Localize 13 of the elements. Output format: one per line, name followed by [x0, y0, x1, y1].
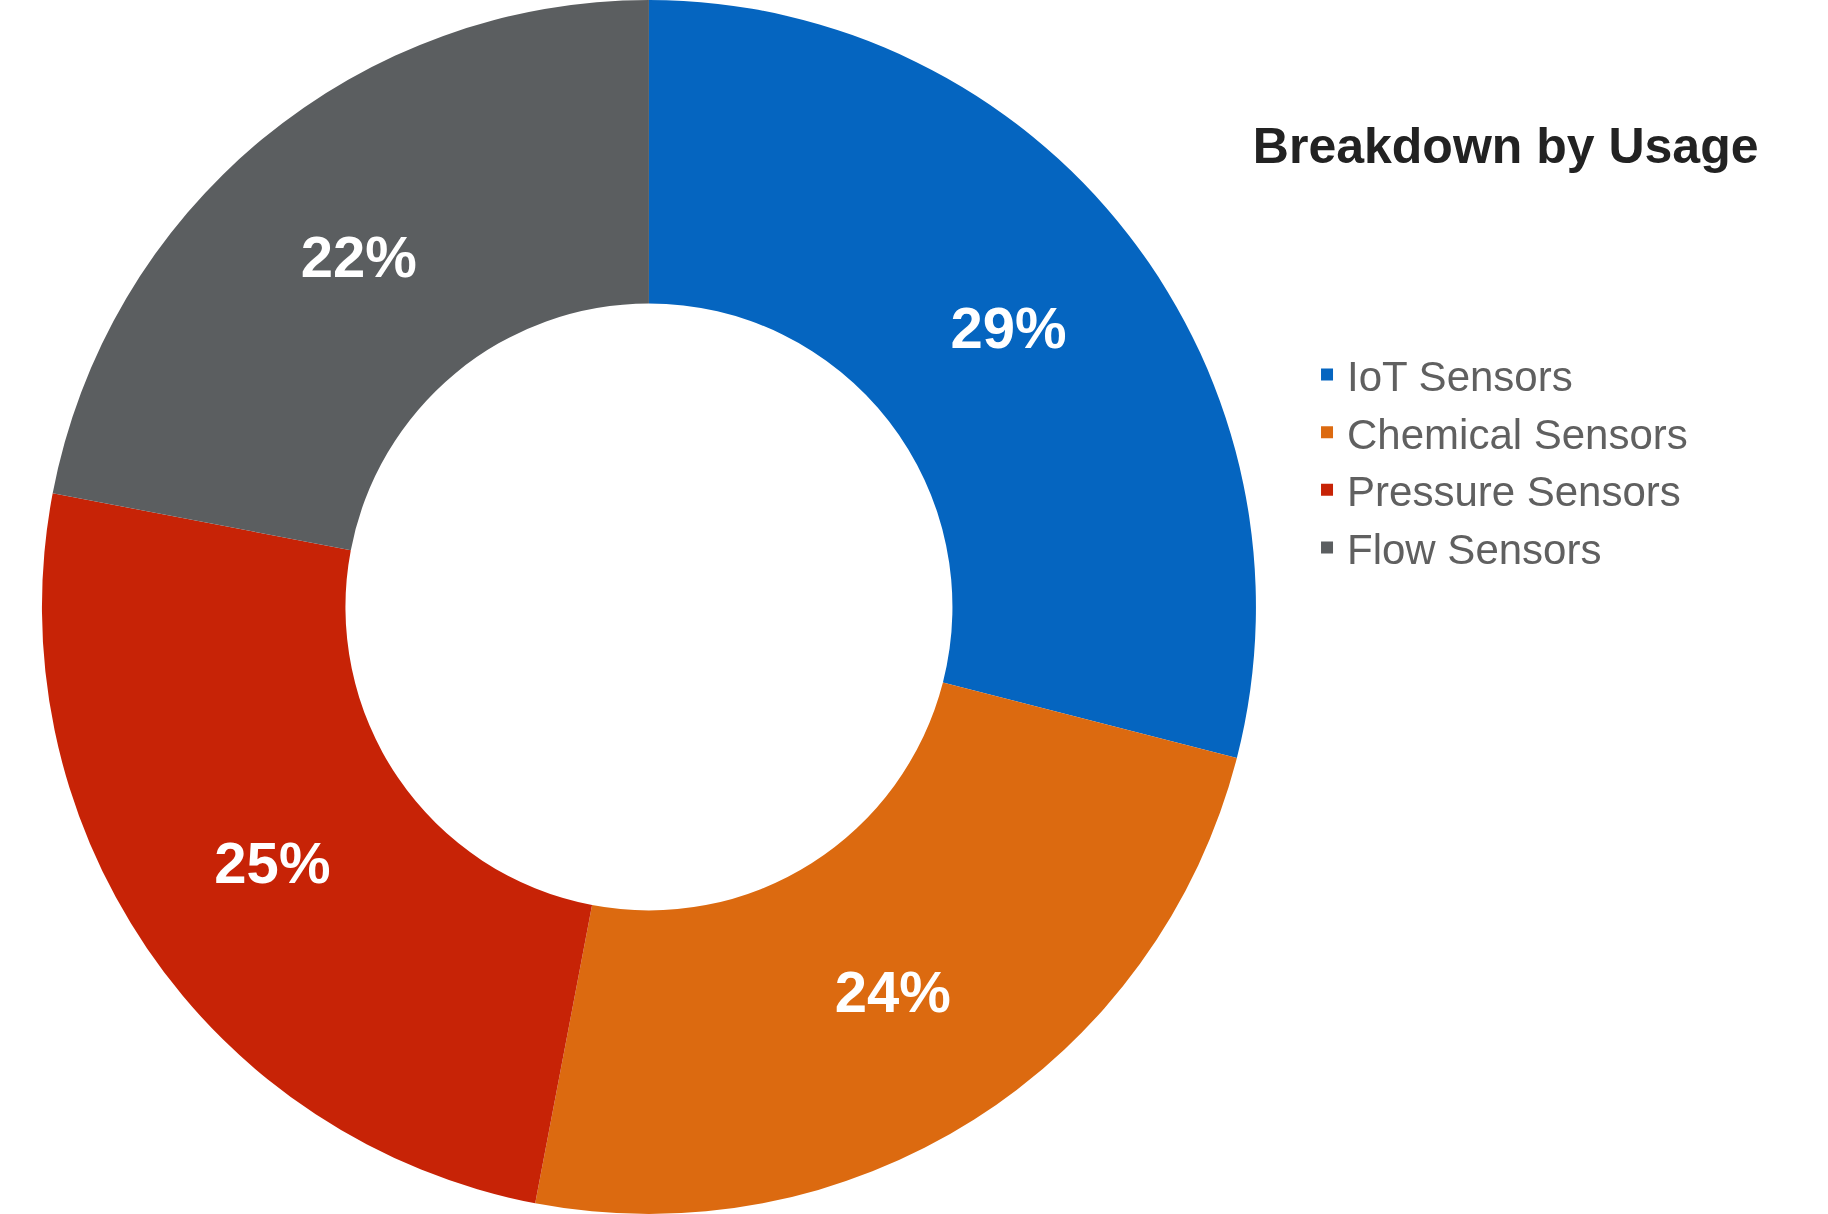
- donut-slice: [648, 0, 1256, 758]
- data-label: 25%: [214, 830, 331, 896]
- text: Breakdown by Usage: [1252, 118, 1759, 175]
- data-label: 29%: [950, 295, 1067, 361]
- legend-label: Flow Sensors: [1347, 525, 1602, 573]
- data-label: 24%: [834, 958, 951, 1024]
- legend-label: Pressure Sensors: [1347, 468, 1681, 516]
- donut-slice: [42, 493, 593, 1204]
- donut-slice: [535, 682, 1237, 1213]
- donut-slice: [52, 0, 649, 551]
- legend-label: IoT Sensors: [1347, 353, 1573, 400]
- legend-label: Chemical Sensors: [1347, 410, 1688, 458]
- data-label: 22%: [300, 223, 417, 289]
